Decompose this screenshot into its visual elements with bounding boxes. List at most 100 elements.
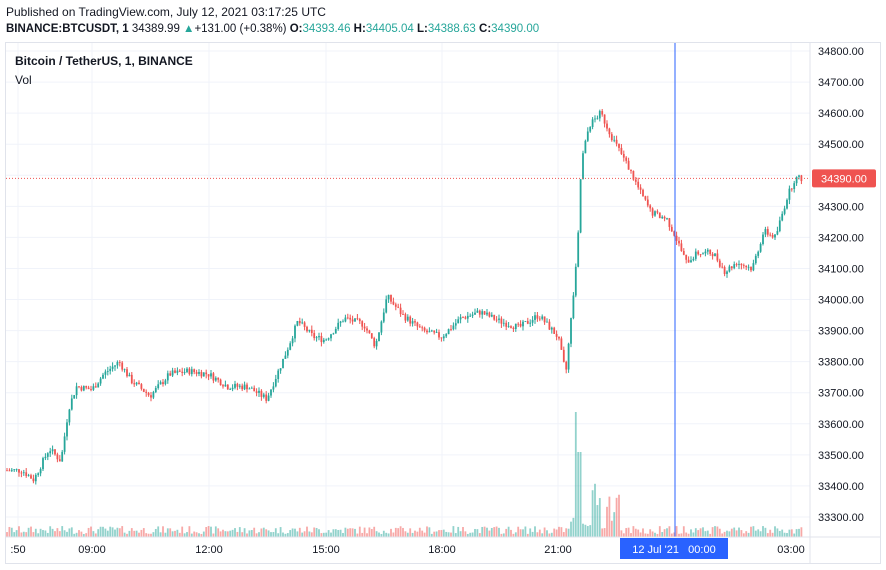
chart-legend: Bitcoin / TetherUS, 1, BINANCE Vol xyxy=(15,54,193,87)
candle-body xyxy=(145,391,148,393)
price-axis[interactable]: 34800.0034700.0034600.0034500.0034400.00… xyxy=(818,46,864,524)
chart-panel[interactable] xyxy=(5,42,881,564)
volume-bar xyxy=(121,526,124,537)
candle-body xyxy=(433,330,436,333)
candle-body xyxy=(555,333,558,337)
volume-bar xyxy=(752,526,755,537)
candle-body xyxy=(507,326,510,328)
candle-body xyxy=(327,338,330,340)
candle-body xyxy=(109,368,112,372)
candle-body xyxy=(54,449,56,455)
volume-bar xyxy=(6,532,8,537)
volume-bar xyxy=(394,527,397,537)
price-tick-label: 34100.00 xyxy=(818,263,864,275)
candle-body xyxy=(58,459,61,462)
volume-bar xyxy=(687,533,690,537)
volume-bar xyxy=(308,531,311,537)
volume-bar xyxy=(692,532,695,537)
volume-bar xyxy=(296,531,299,537)
candle-body xyxy=(366,328,368,331)
candle-body xyxy=(663,216,666,219)
volume-bar xyxy=(92,531,95,537)
candle-body xyxy=(495,319,498,321)
candle-body xyxy=(382,312,385,322)
volume-bar xyxy=(452,526,455,537)
volume-bar xyxy=(680,533,683,537)
close-value: 34390.00 xyxy=(491,23,540,35)
volume-bar xyxy=(169,528,172,537)
volume-bar xyxy=(291,528,294,537)
volume-bar xyxy=(637,529,640,537)
price-tick-label: 34300.00 xyxy=(818,201,864,213)
time-tick-label: 18:00 xyxy=(428,544,456,556)
volume-bar xyxy=(313,527,316,537)
volume-bar xyxy=(574,412,577,537)
candle-body xyxy=(195,372,198,374)
candle-body xyxy=(670,226,673,232)
candle-body xyxy=(483,311,486,315)
price-tick-label: 33500.00 xyxy=(818,450,864,462)
candle-body xyxy=(330,334,332,339)
candle-body xyxy=(140,384,143,389)
candle-body xyxy=(339,321,342,323)
candle-body xyxy=(291,338,294,344)
volume-bar xyxy=(370,529,373,537)
candle-body xyxy=(411,321,414,324)
volume-bar xyxy=(159,532,162,537)
candle-body xyxy=(289,343,292,350)
price-badge-text: 34390.00 xyxy=(821,173,867,185)
volume-bar xyxy=(716,526,719,537)
volume-bar xyxy=(457,526,460,537)
time-axis[interactable]: :50 09:00 12:00 15:00 18:00 21:00 03:00 xyxy=(10,544,804,556)
volume-bar xyxy=(104,528,107,537)
volume-bar xyxy=(704,531,707,537)
volume-bar xyxy=(385,532,388,537)
candle-body xyxy=(320,336,323,343)
candle-body xyxy=(478,310,481,315)
volume-bar xyxy=(735,530,738,537)
candle-body xyxy=(452,325,455,330)
volume-bar xyxy=(438,530,440,537)
volume-bar xyxy=(488,530,491,537)
candle-body xyxy=(618,143,620,148)
candle-body xyxy=(699,254,702,256)
volume-bar xyxy=(282,532,284,537)
volume-bar xyxy=(781,529,784,537)
volume-bar xyxy=(111,527,114,537)
volume-bar xyxy=(512,533,515,537)
price-change: +131.00 (+0.38%) xyxy=(194,23,287,35)
candle-body xyxy=(740,263,743,266)
volume-bar xyxy=(800,527,803,537)
candle-body xyxy=(370,333,373,339)
volume-bar xyxy=(222,529,224,537)
volume-bar xyxy=(39,528,42,537)
candle-body xyxy=(75,386,78,396)
time-tick-label: 12:00 xyxy=(195,544,223,556)
price-tick-label: 34200.00 xyxy=(818,232,864,244)
candle-body xyxy=(414,321,416,323)
volume-bar xyxy=(241,532,244,537)
candle-body xyxy=(754,255,757,264)
candle-body xyxy=(66,422,68,437)
volume-bar xyxy=(130,528,133,537)
candle-body xyxy=(150,395,152,398)
candle-body xyxy=(430,330,433,332)
candle-body xyxy=(118,362,121,363)
volume-bar xyxy=(82,533,85,537)
volume-bar xyxy=(138,532,140,537)
candle-body xyxy=(582,153,584,180)
volume-bar xyxy=(572,517,575,537)
candle-body xyxy=(159,382,162,385)
candle-body xyxy=(457,319,460,324)
volume-bar xyxy=(188,526,191,537)
volume-bar xyxy=(709,533,712,537)
volume-bar xyxy=(416,531,419,537)
volume-bar xyxy=(531,531,534,537)
candle-body xyxy=(788,188,791,200)
volume-bar xyxy=(546,530,548,537)
volume-bar xyxy=(224,531,227,537)
volume-bar xyxy=(135,530,138,537)
candle-body xyxy=(781,213,784,221)
volume-bar xyxy=(421,530,424,537)
